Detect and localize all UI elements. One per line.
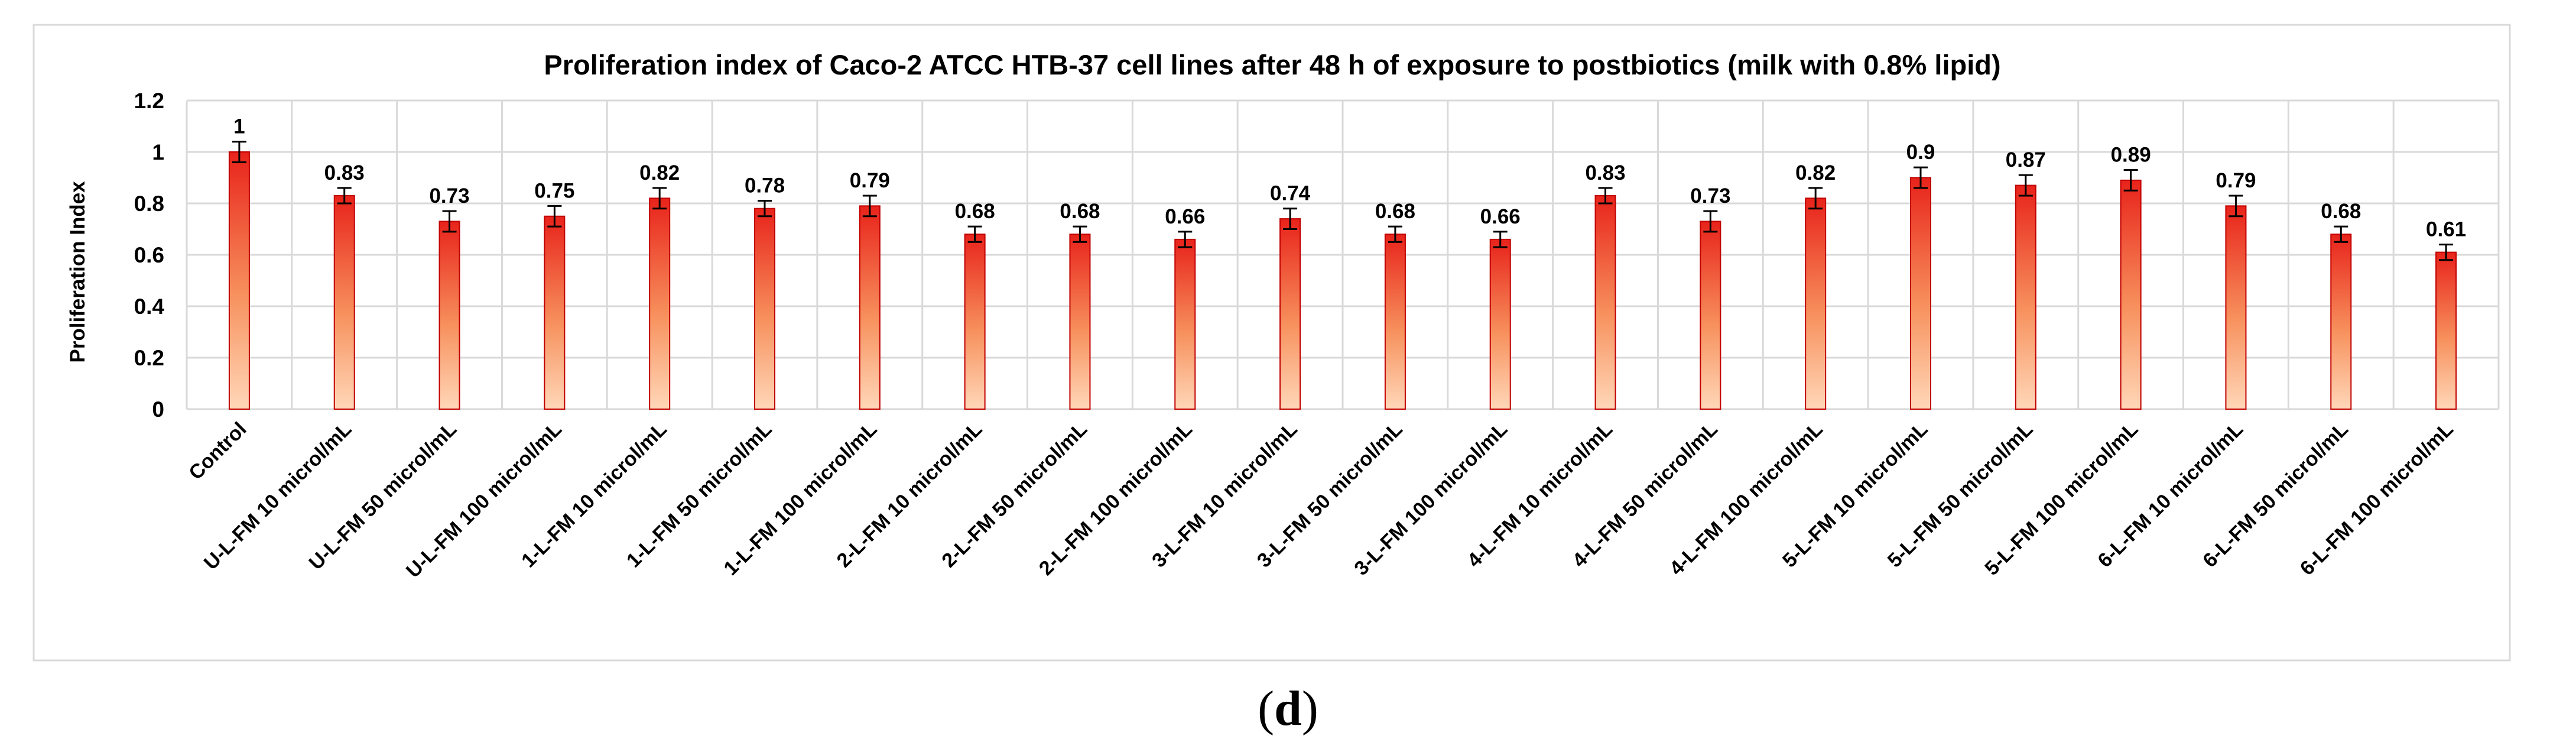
data-label: 0.66 xyxy=(1165,205,1205,228)
bar xyxy=(1910,177,1931,410)
bar xyxy=(1805,197,1827,410)
bar xyxy=(228,151,250,410)
bar xyxy=(1384,234,1406,410)
bar xyxy=(438,221,460,410)
bar xyxy=(2330,234,2352,410)
data-label: 0.73 xyxy=(1690,184,1730,208)
bar xyxy=(1700,221,1721,410)
data-label: 0.74 xyxy=(1270,182,1311,205)
data-label: 0.82 xyxy=(1795,161,1836,184)
data-label: 0.68 xyxy=(1375,200,1415,223)
data-label: 0.78 xyxy=(745,174,785,197)
y-tick-label: 1.2 xyxy=(134,89,164,113)
caption-letter: d xyxy=(1274,681,1302,736)
data-label: 0.82 xyxy=(639,161,680,184)
data-label: 0.66 xyxy=(1480,205,1521,228)
bar xyxy=(859,205,881,410)
y-tick-label: 1 xyxy=(152,140,164,164)
gridlines xyxy=(186,99,2500,410)
y-axis-ticks: 0 0.2 0.4 0.6 0.8 1 1.2 xyxy=(134,89,165,422)
chart-title: Proliferation index of Caco-2 ATCC HTB-3… xyxy=(544,49,2000,80)
caption-close: ) xyxy=(1301,681,1318,736)
bar xyxy=(1174,238,1196,410)
bar xyxy=(2015,184,2036,410)
data-label: 0.68 xyxy=(955,200,995,223)
data-label: 0.73 xyxy=(429,184,469,208)
bars xyxy=(228,151,2457,410)
data-label: 0.87 xyxy=(2006,148,2046,171)
caption-open: ( xyxy=(1258,681,1275,736)
y-axis-label: Proliferation Index xyxy=(66,181,89,363)
bar xyxy=(1279,218,1301,410)
y-tick-label: 0.6 xyxy=(134,243,164,267)
bar xyxy=(754,208,775,410)
data-label: 0.89 xyxy=(2111,143,2151,166)
data-label: 0.75 xyxy=(534,179,574,202)
y-tick-label: 0.2 xyxy=(134,346,164,370)
data-label: 1 xyxy=(233,115,245,138)
bar xyxy=(1489,238,1511,410)
data-label: 0.83 xyxy=(1585,161,1625,184)
data-label: 0.79 xyxy=(850,169,890,192)
figure-caption: (d) xyxy=(0,680,2576,737)
error-bars xyxy=(232,141,2454,261)
y-tick-label: 0 xyxy=(152,397,164,422)
bar xyxy=(1594,195,1616,410)
bar xyxy=(964,234,986,410)
data-label: 0.68 xyxy=(1060,200,1100,223)
y-tick-label: 0.8 xyxy=(134,192,164,216)
data-label: 0.9 xyxy=(1906,141,1935,164)
data-label: 0.83 xyxy=(324,161,365,184)
data-label: 0.68 xyxy=(2321,200,2361,223)
bar xyxy=(2225,205,2247,410)
data-label: 0.61 xyxy=(2426,218,2466,241)
data-labels: 1 0.83 0.73 0.75 0.82 0.78 0.79 0.68 0.68 0.66 0.7… xyxy=(233,115,2466,241)
bar xyxy=(649,197,671,410)
bar xyxy=(333,195,355,410)
bar xyxy=(1069,234,1091,410)
y-tick-label: 0.4 xyxy=(134,294,165,319)
bar xyxy=(544,215,566,410)
bar xyxy=(2120,179,2142,410)
bar xyxy=(2435,251,2457,410)
data-label: 0.79 xyxy=(2216,169,2256,192)
